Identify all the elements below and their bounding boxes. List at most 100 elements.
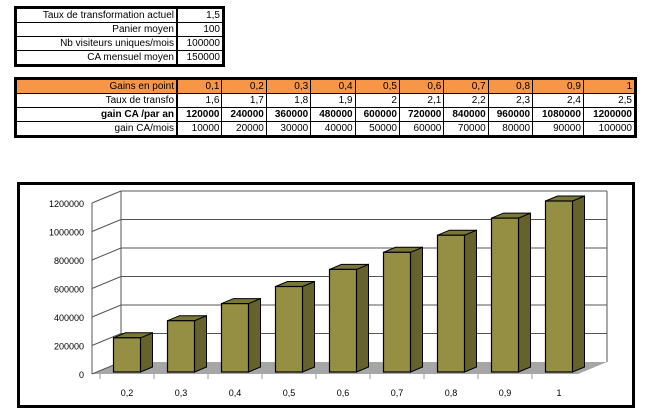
summary-label: Panier moyen bbox=[15, 22, 178, 37]
header-point: 0,1 bbox=[176, 78, 223, 94]
gridline-side bbox=[91, 219, 122, 232]
summary-table: Taux de transformation actuel 1,5 Panier m… bbox=[14, 6, 225, 67]
summary-row: Nb visiteurs uniques/mois 100000 bbox=[15, 36, 224, 51]
summary-value: 100 bbox=[176, 22, 224, 37]
row-value: 20000 bbox=[221, 121, 267, 137]
bar bbox=[382, 251, 412, 373]
row-value: 240000 bbox=[221, 107, 267, 122]
summary-value: 100000 bbox=[176, 36, 224, 51]
header-point: 0,7 bbox=[443, 78, 489, 94]
row-value: 10000 bbox=[176, 121, 223, 137]
row-value: 30000 bbox=[265, 121, 312, 137]
summary-label: Nb visiteurs uniques/mois bbox=[15, 36, 178, 51]
gridline-side bbox=[91, 247, 122, 261]
header-point: 0,4 bbox=[310, 78, 356, 94]
summary-row: Taux de transformation actuel 1,5 bbox=[15, 7, 224, 23]
bar bbox=[274, 285, 304, 373]
row-value: 2,4 bbox=[532, 93, 584, 108]
bar-side bbox=[518, 212, 531, 373]
x-tick-label: 0,4 bbox=[229, 388, 242, 398]
row-value: 1200000 bbox=[582, 107, 637, 122]
row-value: 60000 bbox=[398, 121, 445, 137]
y-tick-label: 800000 bbox=[54, 256, 84, 266]
summary-value: 1,5 bbox=[176, 7, 224, 23]
row-value: 50000 bbox=[354, 121, 400, 137]
summary-label: CA mensuel moyen bbox=[15, 50, 178, 66]
y-tick-label: 400000 bbox=[54, 313, 84, 323]
gains-header-row: Gains en point 0,1 0,2 0,3 0,4 0,5 0,6 0,7 0,8 0,… bbox=[15, 78, 637, 94]
bar bbox=[166, 320, 196, 373]
row-value: 1,7 bbox=[221, 93, 267, 108]
y-tick-label: 200000 bbox=[54, 342, 84, 352]
row-value: 1,8 bbox=[265, 93, 312, 108]
bar-side bbox=[464, 229, 477, 373]
bar bbox=[220, 302, 250, 373]
x-tick-label: 0,5 bbox=[283, 388, 296, 398]
gains-row: gain CA /par an 120000 240000 360000 480000 6… bbox=[15, 107, 637, 122]
row-value: 90000 bbox=[532, 121, 584, 137]
row-label: gain CA /par an bbox=[15, 107, 178, 122]
y-tick-label: 600000 bbox=[54, 285, 84, 295]
header-point: 0,9 bbox=[532, 78, 584, 94]
row-value: 960000 bbox=[487, 107, 534, 122]
x-tick-label: 0,7 bbox=[391, 388, 404, 398]
bar bbox=[544, 200, 574, 373]
x-tick-label: 0,2 bbox=[121, 388, 134, 398]
bar bbox=[328, 268, 358, 373]
row-label: gain CA/mois bbox=[15, 121, 178, 137]
gridline-side bbox=[91, 304, 122, 318]
bar bbox=[112, 337, 142, 373]
summary-label: Taux de transformation actuel bbox=[15, 7, 178, 23]
row-value: 720000 bbox=[398, 107, 445, 122]
bar-side bbox=[194, 314, 207, 373]
gridline-side bbox=[91, 333, 122, 346]
summary-value: 150000 bbox=[176, 50, 224, 66]
chart-container: 0 200000 400000 600000 800000 1000000 1200000 0… bbox=[17, 182, 635, 408]
row-value: 2,5 bbox=[582, 93, 637, 108]
header-point: 0,5 bbox=[354, 78, 400, 94]
row-value: 2,2 bbox=[443, 93, 489, 108]
summary-row: CA mensuel moyen 150000 bbox=[15, 50, 224, 66]
x-tick-label: 0,3 bbox=[175, 388, 188, 398]
row-value: 100000 bbox=[582, 121, 637, 137]
row-value: 1080000 bbox=[532, 107, 584, 122]
y-tick-label: 1200000 bbox=[49, 199, 84, 209]
row-value: 2,1 bbox=[398, 93, 445, 108]
x-tick-label: 0,6 bbox=[337, 388, 350, 398]
header-point: 0,2 bbox=[221, 78, 267, 94]
row-value: 600000 bbox=[354, 107, 400, 122]
row-value: 480000 bbox=[310, 107, 356, 122]
gains-row: Taux de transfo 1,6 1,7 1,8 1,9 2 2,1 2,2 2,3 2,4… bbox=[15, 93, 637, 108]
x-tick-label: 0,9 bbox=[499, 388, 512, 398]
gains-row: gain CA/mois 10000 20000 30000 40000 50000 600… bbox=[15, 121, 637, 137]
header-point: 1 bbox=[582, 78, 637, 94]
header-point: 0,3 bbox=[265, 78, 312, 94]
row-value: 360000 bbox=[265, 107, 312, 122]
row-label: Taux de transfo bbox=[15, 93, 178, 108]
summary-row: Panier moyen 100 bbox=[15, 22, 224, 37]
row-value: 2,3 bbox=[487, 93, 534, 108]
row-value: 80000 bbox=[487, 121, 534, 137]
bar bbox=[490, 217, 520, 373]
row-value: 70000 bbox=[443, 121, 489, 137]
gridline-side bbox=[91, 190, 122, 204]
row-value: 40000 bbox=[310, 121, 356, 137]
y-tick-label: 1000000 bbox=[49, 228, 84, 238]
bar-side bbox=[248, 297, 261, 373]
header-point: 0,8 bbox=[487, 78, 534, 94]
x-tick-label: 0,8 bbox=[445, 388, 458, 398]
header-point: 0,6 bbox=[398, 78, 445, 94]
row-value: 840000 bbox=[443, 107, 489, 122]
bar bbox=[436, 234, 466, 373]
bar-side bbox=[410, 246, 423, 373]
bar-side bbox=[572, 195, 585, 373]
bar-side bbox=[140, 332, 153, 373]
gridline-side bbox=[91, 276, 122, 289]
x-tick-label: 1 bbox=[556, 388, 561, 398]
row-value: 2 bbox=[354, 93, 400, 108]
bar-chart: 0 200000 400000 600000 800000 1000000 1200000 0… bbox=[49, 190, 608, 398]
header-label: Gains en point bbox=[15, 78, 178, 94]
gains-table: Gains en point 0,1 0,2 0,3 0,4 0,5 0,6 0,7 0,8 0,… bbox=[14, 77, 637, 138]
y-tick-label: 0 bbox=[79, 370, 84, 380]
row-value: 1,6 bbox=[176, 93, 223, 108]
